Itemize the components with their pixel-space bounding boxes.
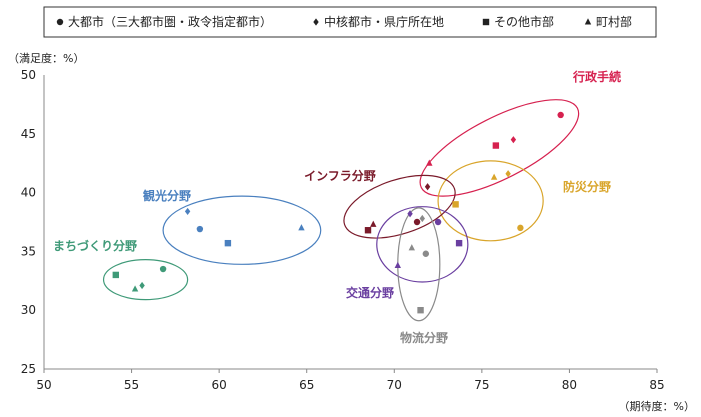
ellipse-infra — [343, 174, 456, 239]
legend-marker-triangle — [584, 18, 592, 25]
point-machizukuri-triangle — [131, 285, 139, 292]
point-infra-diamond — [424, 183, 431, 191]
point-kotsu-diamond — [407, 210, 413, 218]
group-label-infra: インフラ分野 — [304, 168, 376, 183]
legend-marker-circle — [56, 18, 64, 26]
points-butsuryu — [408, 214, 430, 314]
point-butsuryu-diamond — [419, 214, 426, 223]
point-kanko-diamond — [184, 207, 191, 216]
point-infra-triangle — [370, 220, 377, 227]
points-kanko — [184, 207, 305, 247]
legend-marker-diamond — [313, 18, 319, 26]
legend-entry-large-city: 大都市（三大都市圏・政令指定都市） — [56, 14, 272, 29]
legend-label-town-village: 町村部 — [596, 14, 632, 29]
group-label-butsuryu: 物流分野 — [400, 330, 448, 345]
point-kanko-circle — [196, 225, 204, 233]
point-kotsu-square — [455, 239, 463, 247]
legend-entry-other-city: その他市部 — [482, 14, 554, 29]
point-butsuryu-square — [417, 307, 424, 314]
legend-box — [43, 6, 657, 38]
ellipse-gyosei-tetsuzuki — [419, 99, 580, 197]
x-tick-label: 80 — [562, 378, 577, 392]
points-infra — [364, 183, 431, 234]
ellipse-machizukuri — [102, 259, 189, 301]
x-tick-label: 55 — [124, 378, 139, 392]
ellipse-bosai — [437, 160, 544, 242]
x-tick-label: 60 — [212, 378, 227, 392]
y-axis-ticks: 25 30 35 40 45 50 — [21, 68, 36, 376]
point-machizukuri-square — [112, 271, 120, 279]
point-butsuryu-triangle — [408, 244, 415, 251]
points-gyosei-tetsuzuki — [426, 111, 564, 166]
legend-label-large-city: 大都市（三大都市圏・政令指定都市） — [68, 14, 272, 29]
point-infra-square — [364, 227, 372, 234]
group-label-machizukuri: まちづくり分野 — [53, 238, 137, 253]
point-bosai-triangle — [490, 173, 498, 180]
x-tick-label: 65 — [299, 378, 314, 392]
point-gyosei-tetsuzuki-diamond — [510, 136, 517, 144]
x-tick-label: 50 — [36, 378, 51, 392]
point-kotsu-circle — [434, 218, 442, 226]
y-tick-label: 45 — [21, 127, 36, 141]
legend: 大都市（三大都市圏・政令指定都市） 中核都市・県庁所在地 その他市部 町村部 — [43, 6, 657, 38]
legend-entry-core-city: 中核都市・県庁所在地 — [313, 14, 444, 29]
point-bosai-square — [452, 201, 459, 208]
point-machizukuri-diamond — [139, 281, 145, 290]
y-tick-label: 50 — [21, 68, 36, 82]
point-kanko-triangle — [298, 224, 305, 231]
x-axis-ticks: 50 55 60 65 70 75 80 85 — [36, 369, 665, 392]
legend-label-core-city: 中核都市・県庁所在地 — [324, 14, 444, 29]
y-axis-title: （満足度：%） — [8, 51, 84, 65]
legend-entry-town-village: 町村部 — [584, 14, 632, 29]
y-tick-label: 25 — [21, 362, 36, 376]
point-butsuryu-circle — [422, 250, 430, 257]
point-machizukuri-circle — [159, 265, 167, 273]
x-tick-label: 75 — [474, 378, 489, 392]
point-kanko-square — [224, 239, 232, 247]
point-gyosei-tetsuzuki-circle — [557, 111, 564, 119]
group-label-bosai: 防災分野 — [563, 179, 611, 194]
points-machizukuri — [112, 265, 167, 292]
point-bosai-diamond — [505, 170, 511, 178]
x-tick-label: 85 — [649, 378, 664, 392]
point-bosai-circle — [517, 224, 524, 232]
point-kotsu-triangle — [394, 261, 401, 269]
group-ellipses — [102, 99, 580, 322]
ellipse-kanko — [162, 195, 322, 265]
legend-label-other-city: その他市部 — [494, 14, 554, 29]
y-tick-label: 40 — [21, 186, 36, 200]
points-bosai — [452, 170, 524, 232]
point-infra-circle — [413, 218, 421, 226]
group-label-gyosei-tetsuzuki: 行政手続 — [572, 69, 621, 84]
points-kotsu — [394, 210, 463, 269]
point-gyosei-tetsuzuki-square — [492, 142, 500, 149]
group-label-kanko: 観光分野 — [143, 188, 191, 203]
y-tick-label: 35 — [21, 244, 36, 258]
x-tick-label: 70 — [387, 378, 402, 392]
legend-marker-square — [482, 18, 490, 26]
x-axis-title: （期待度：%） — [619, 399, 695, 413]
data-points — [112, 111, 564, 314]
ellipse-kotsu — [376, 206, 469, 283]
y-tick-label: 30 — [21, 303, 36, 317]
point-gyosei-tetsuzuki-triangle — [426, 159, 433, 166]
group-label-kotsu: 交通分野 — [346, 285, 394, 300]
